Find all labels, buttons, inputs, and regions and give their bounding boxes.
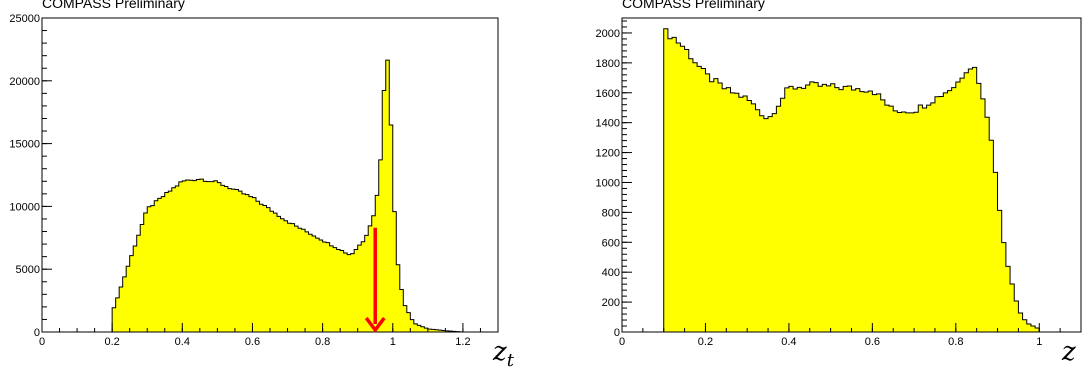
y-tick-label: 10000 [9, 201, 40, 213]
y-tick-label: 2000 [596, 28, 620, 40]
x-tick-label: 0.2 [698, 336, 713, 348]
histogram-zt: 0 0.2 0.4 0.6 0.8 1 1.2 0 5000 10000 15000 20000 250… [9, 13, 499, 348]
x-tick-label: 0.8 [315, 336, 330, 348]
chart-right: COMPASS Preliminary 0 0.2 0.4 0.6 0.8 1 0 200 40… [580, 0, 1086, 385]
x-tick-label: 0.4 [781, 336, 796, 348]
y-tick-label: 800 [602, 207, 620, 219]
y-tick-label: 1600 [596, 88, 620, 100]
y-tick-label: 15000 [9, 139, 40, 151]
x-tick-label: 0.6 [245, 336, 260, 348]
x-axis-label: zt [493, 337, 514, 371]
chart-title: COMPASS Preliminary [622, 0, 765, 11]
histogram-bars [111, 59, 464, 333]
y-tick-label: 1000 [596, 177, 620, 189]
x-tick-label: 0.2 [105, 336, 120, 348]
y-tick-label: 20000 [9, 76, 40, 88]
y-tick-label: 1400 [596, 118, 620, 130]
chart-left: COMPASS Preliminary 0 0.2 0.4 0.6 0.8 1 1.2 0 50… [0, 0, 540, 385]
x-tick-label: 0 [619, 336, 625, 348]
y-tick-label: 0 [34, 327, 40, 339]
y-tick-label: 600 [602, 237, 620, 249]
y-tick-label: 0 [614, 327, 620, 339]
y-tick-label: 25000 [9, 13, 40, 25]
y-tick-label: 5000 [16, 264, 40, 276]
x-tick-label: 0.8 [948, 336, 963, 348]
x-tick-label: 1 [1036, 336, 1042, 348]
y-tick-label: 200 [602, 297, 620, 309]
x-tick-label: 0 [39, 336, 45, 348]
x-tick-label: 0.4 [175, 336, 190, 348]
x-axis-label: z [1062, 337, 1076, 367]
chart-title: COMPASS Preliminary [42, 0, 185, 11]
histogram-bars [663, 28, 1040, 333]
y-tick-label: 1200 [596, 148, 620, 160]
x-tick-label: 1 [390, 336, 396, 348]
red-arrow-head [364, 316, 386, 333]
y-tick-label: 1800 [596, 58, 620, 70]
x-tick-label: 1.2 [455, 336, 470, 348]
x-tick-label: 0.6 [865, 336, 880, 348]
y-tick-label: 400 [602, 267, 620, 279]
histogram-z: 0 0.2 0.4 0.6 0.8 1 0 200 400 600 800 1000 1200 1400 1… [596, 17, 1082, 348]
